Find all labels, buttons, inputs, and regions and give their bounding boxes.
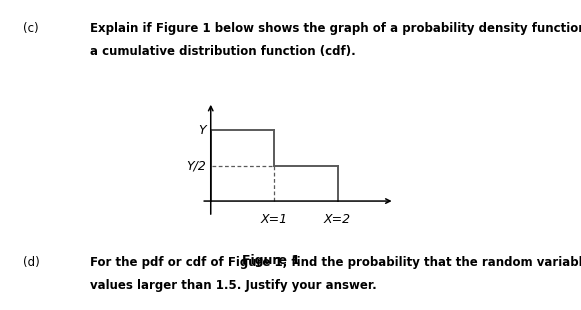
Text: Explain if Figure 1 below shows the graph of a probability density function (pdf: Explain if Figure 1 below shows the grap… xyxy=(90,22,581,35)
Text: values larger than 1.5. Justify your answer.: values larger than 1.5. Justify your ans… xyxy=(90,279,377,292)
Text: Y: Y xyxy=(198,124,206,137)
Text: Figure 1: Figure 1 xyxy=(242,254,300,267)
Text: a cumulative distribution function (cdf).: a cumulative distribution function (cdf)… xyxy=(90,45,356,58)
Text: (d): (d) xyxy=(23,256,40,269)
Text: X=2: X=2 xyxy=(324,213,351,226)
Text: Y/2: Y/2 xyxy=(186,159,206,172)
Text: (c): (c) xyxy=(23,22,39,35)
Text: For the pdf or cdf of Figure 1, find the probability that the random variable X : For the pdf or cdf of Figure 1, find the… xyxy=(90,256,581,269)
Text: X=1: X=1 xyxy=(260,213,288,226)
